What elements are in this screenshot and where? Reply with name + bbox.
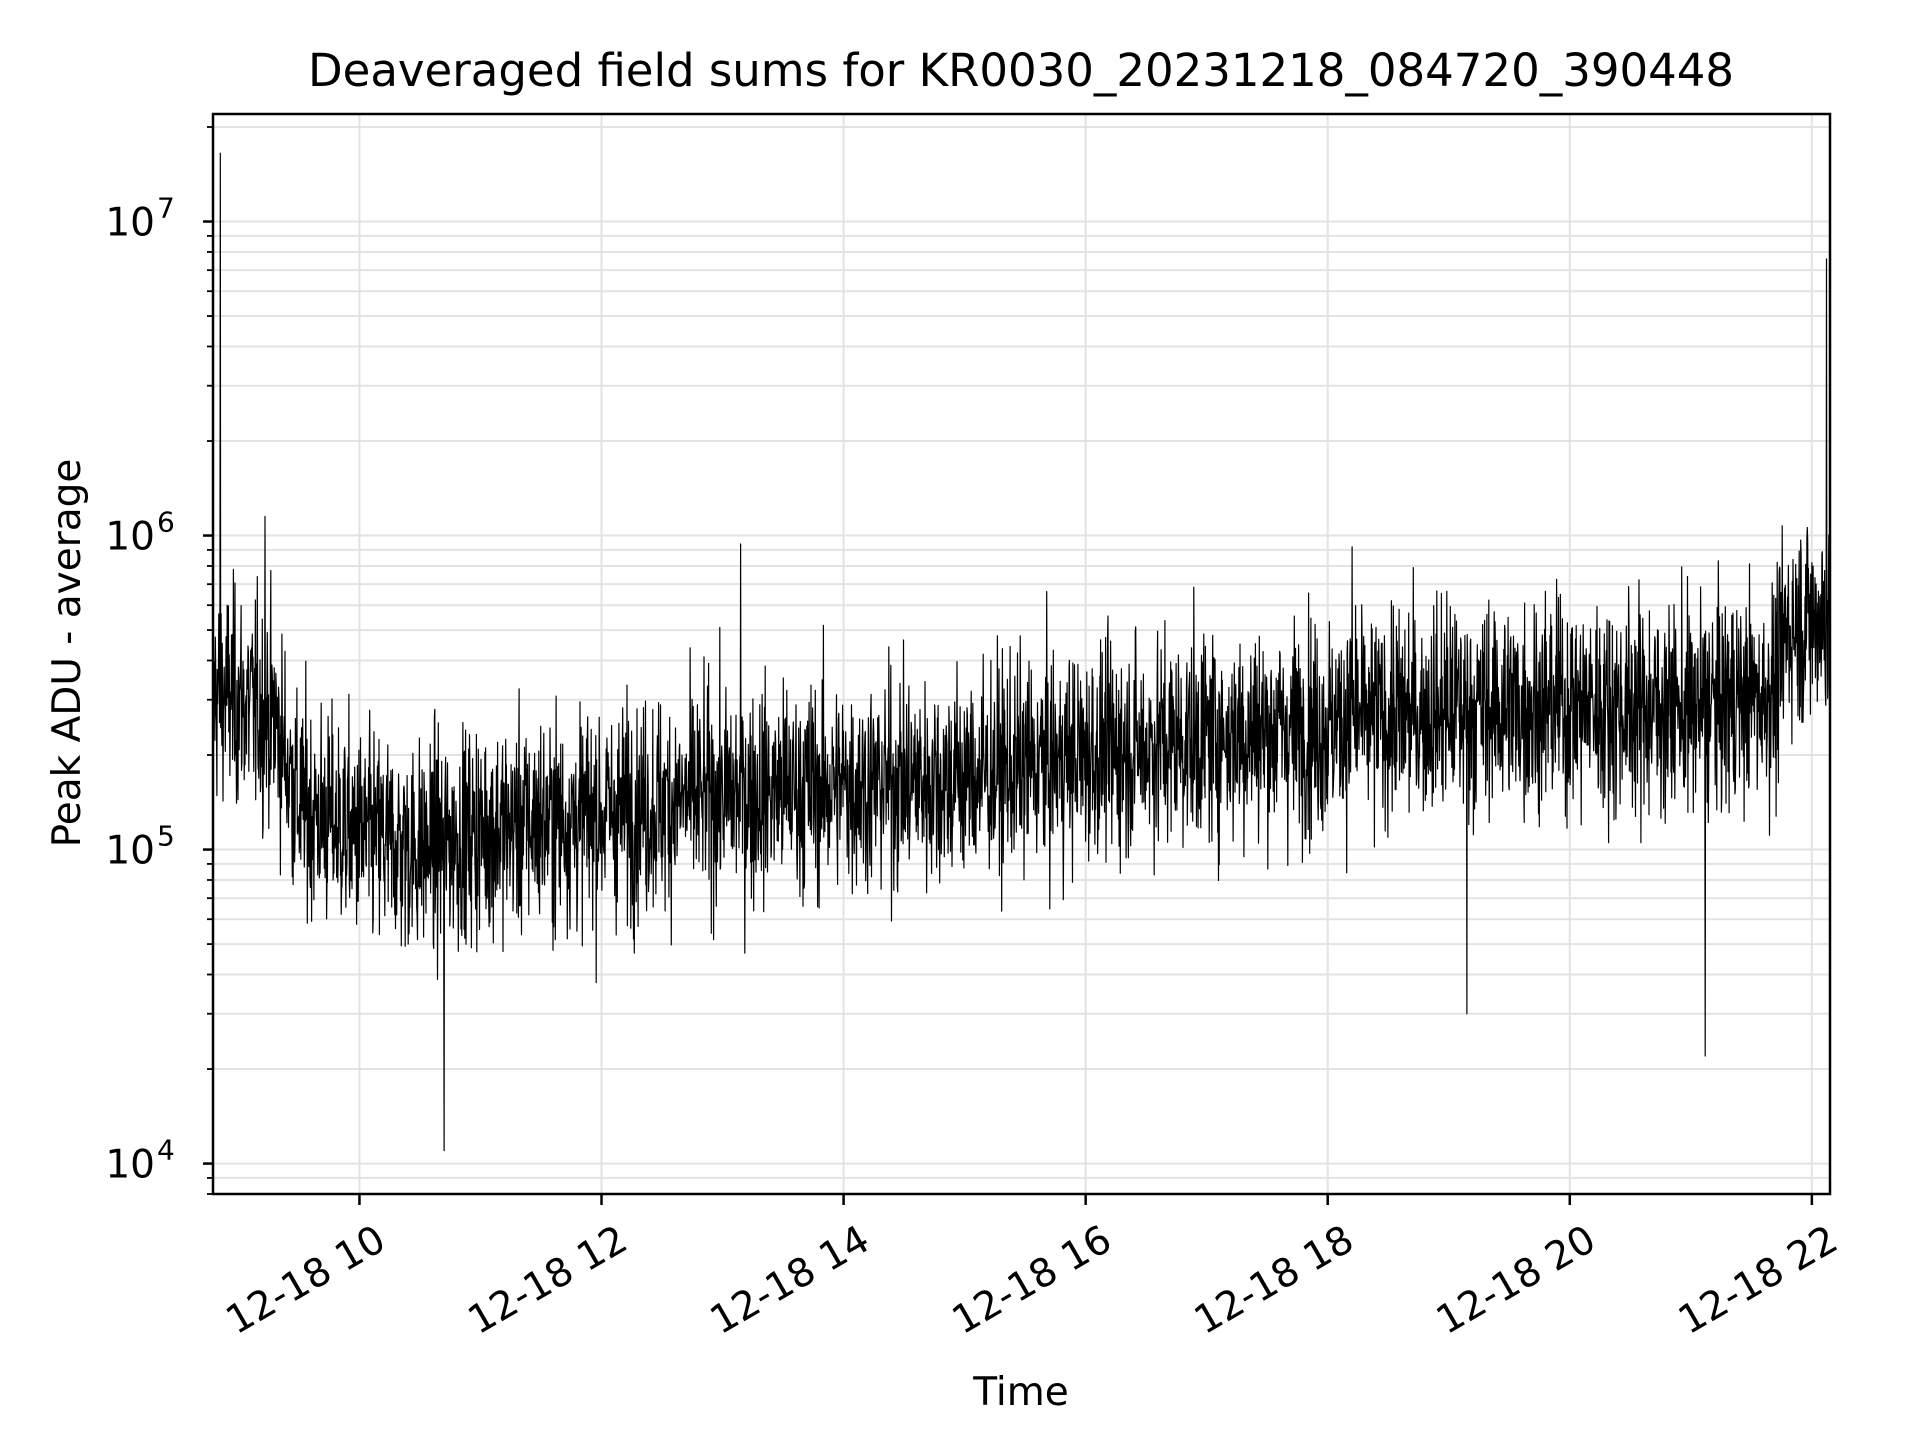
y-tick-label: 10: [105, 1143, 155, 1188]
y-tick-exponent: 4: [157, 1134, 175, 1167]
y-tick-exponent: 6: [157, 506, 175, 539]
y-tick-label: 10: [105, 201, 155, 246]
series-line: [212, 152, 1831, 1152]
y-axis-label: Peak ADU - average: [45, 459, 90, 848]
data-series: [212, 152, 1831, 1152]
y-tick-exponent: 5: [157, 820, 175, 853]
plot-frame: [211, 112, 1832, 1196]
y-tick-label: 10: [105, 829, 155, 874]
y-tick-label: 10: [105, 515, 155, 560]
y-tick-exponent: 7: [157, 192, 175, 225]
grid: [213, 114, 1830, 1195]
x-axis-label: Time: [972, 1370, 1068, 1415]
chart-title: Deaveraged field sums for KR0030_2023121…: [308, 44, 1734, 97]
